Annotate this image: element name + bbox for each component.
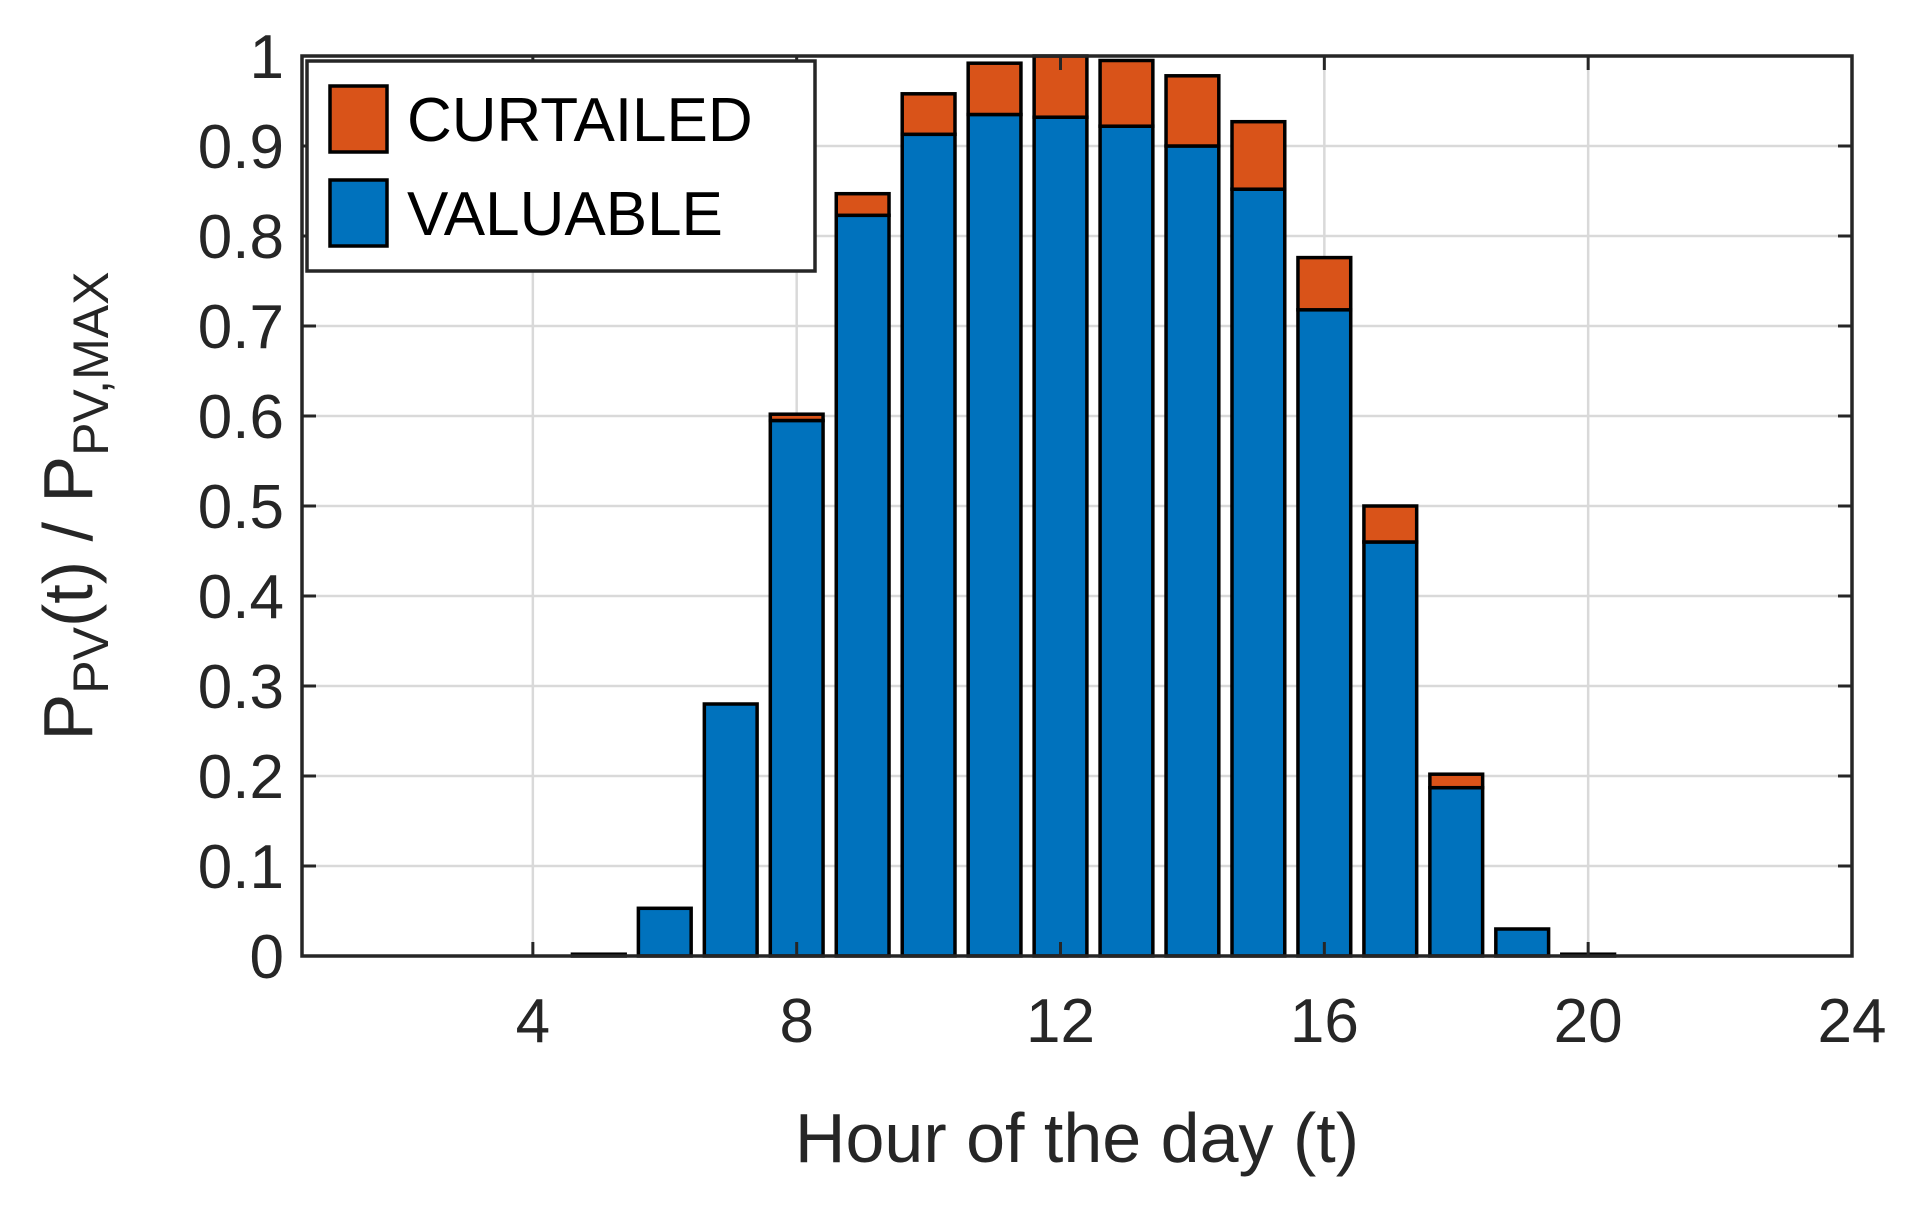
- bar-curtailed-hour-17: [1362, 504, 1419, 544]
- axis-ticks: [302, 54, 1854, 958]
- y-tick-label-7: 0.7: [198, 293, 284, 362]
- bar-valuable-hour-13: [1098, 124, 1155, 958]
- bars: [570, 54, 1617, 958]
- x-tick-label-5: 24: [1818, 987, 1887, 1056]
- bar-valuable-hour-18: [1428, 785, 1485, 958]
- bar-valuable-hour-8: [768, 418, 825, 958]
- y-tick-label-5: 0.5: [198, 473, 284, 542]
- bar-valuable-hour-15: [1230, 187, 1287, 958]
- bar-valuable-hour-7: [702, 702, 759, 958]
- legend-swatch-valuable: [328, 178, 389, 248]
- x-tick-label-0: 4: [516, 987, 550, 1056]
- bar-curtailed-hour-11: [966, 61, 1023, 117]
- y-axis-label: PPV(t) / PPV,MAX: [29, 272, 119, 741]
- legend-swatch-curtailed: [328, 84, 389, 154]
- bar-curtailed-hour-15: [1230, 119, 1287, 191]
- bar-curtailed-hour-10: [900, 92, 957, 137]
- bar-valuable-hour-10: [900, 132, 957, 958]
- y-tick-label-2: 0.2: [198, 743, 284, 812]
- bar-curtailed-hour-18: [1428, 772, 1485, 790]
- bar-curtailed-hour-14: [1164, 74, 1221, 148]
- y-axis-label-part-1: PV: [63, 626, 119, 693]
- y-tick-label-1: 0.1: [198, 833, 284, 902]
- x-tick-label-1: 8: [779, 987, 813, 1056]
- y-tick-label-9: 0.9: [198, 113, 284, 182]
- bar-curtailed-hour-16: [1296, 255, 1353, 312]
- bar-valuable-hour-9: [834, 213, 891, 958]
- bar-curtailed-hour-8: [768, 412, 825, 423]
- bar-valuable-hour-17: [1362, 540, 1419, 958]
- bar-valuable-hour-11: [966, 112, 1023, 958]
- y-axis-label-part-2: (t) / P: [29, 456, 107, 627]
- x-tick-label-2: 12: [1026, 987, 1095, 1056]
- x-tick-labels: 4 8 12 16 20 24: [516, 987, 1887, 1056]
- y-tick-label-10: 1: [250, 23, 284, 92]
- legend-label-curtailed: CURTAILED: [407, 86, 753, 155]
- y-tick-label-3: 0.3: [198, 653, 284, 722]
- bar-curtailed-hour-13: [1098, 58, 1155, 128]
- y-tick-label-4: 0.4: [198, 563, 284, 632]
- bar-valuable-hour-6: [636, 906, 693, 958]
- bar-valuable-hour-14: [1164, 144, 1221, 958]
- y-tick-label-8: 0.8: [198, 203, 284, 272]
- y-axis-label-part-0: P: [29, 694, 107, 741]
- bar-valuable-hour-16: [1296, 308, 1353, 958]
- x-tick-label-3: 16: [1290, 987, 1359, 1056]
- y-tick-label-6: 0.6: [198, 383, 284, 452]
- x-tick-label-4: 20: [1554, 987, 1623, 1056]
- legend-label-valuable: VALUABLE: [407, 180, 723, 249]
- bar-valuable-hour-12: [1032, 115, 1089, 958]
- bar-curtailed-hour-9: [834, 191, 891, 218]
- legend: CURTAILED VALUABLE: [305, 59, 817, 273]
- x-axis-label: Hour of the day (t): [795, 1099, 1359, 1177]
- y-tick-labels: 0 0.1 0.2 0.3 0.4 0.5 0.6 0.7 0.8 0.9 1: [198, 23, 284, 992]
- y-axis-label-part-3: PV,MAX: [63, 272, 119, 456]
- legend-box: [305, 59, 817, 273]
- bar-valuable-hour-19: [1494, 927, 1551, 958]
- y-tick-label-0: 0: [250, 923, 284, 992]
